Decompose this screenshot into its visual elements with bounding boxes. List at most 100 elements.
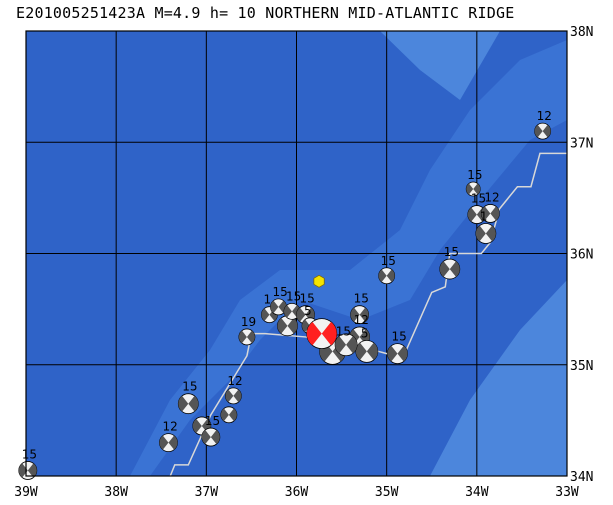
focal-mechanism-quadrant [246, 330, 255, 344]
longitude-label: 36W [285, 485, 309, 500]
focal-mechanism[interactable] [378, 267, 396, 285]
focal-mechanism-quadrant [346, 336, 358, 354]
axis-labels: 39W 38W 37W 36W 35W 34W 33W 38N 37N 36N 35N 34N [14, 25, 593, 500]
depth-label: 15 [300, 292, 315, 306]
focal-mechanism-quadrant [359, 307, 369, 322]
latitude-label: 34N [570, 470, 593, 485]
epicenter-marker[interactable] [313, 274, 325, 288]
focal-mechanism-quadrant [467, 207, 477, 222]
focal-mechanism-quadrant [168, 435, 178, 450]
focal-mechanism[interactable] [220, 406, 238, 424]
focal-mechanism-quadrant [490, 206, 500, 221]
depth-label: 15 [22, 447, 37, 461]
focal-mechanism-quadrant [475, 225, 486, 242]
focal-mechanism-quadrant [397, 345, 408, 362]
focal-mechanism-quadrant [481, 206, 491, 221]
focal-mechanism-quadrant [485, 225, 496, 242]
focal-mechanism-quadrant [220, 408, 229, 422]
depth-label: 15 [205, 414, 220, 428]
focal-mechanism[interactable] [201, 427, 221, 447]
depth-label: 12 [162, 420, 177, 434]
latitude-label: 38N [570, 25, 593, 40]
focal-mechanism-quadrant [178, 395, 189, 412]
focal-mechanism-quadrant [473, 183, 481, 195]
focal-mechanism[interactable] [177, 393, 199, 415]
depth-label: 12 [484, 190, 499, 204]
focal-mechanism-quadrant [296, 307, 306, 322]
focal-mechanism-quadrant [366, 342, 378, 361]
longitude-label: 38W [104, 485, 128, 500]
depth-label: 12 [354, 313, 369, 327]
focal-mechanism[interactable] [238, 328, 256, 346]
focal-mechanism[interactable] [224, 387, 242, 405]
depth-label: 5 [361, 326, 369, 340]
focal-mechanism-quadrant [238, 330, 247, 344]
depth-label: 12 [227, 374, 242, 388]
focal-mechanism-quadrant [18, 463, 28, 478]
focal-mechanism[interactable] [18, 461, 38, 480]
depth-label: 15 [354, 292, 369, 306]
depth-label: 15 [391, 330, 406, 344]
focal-mechanism-quadrant [378, 269, 387, 283]
depth-label: 15 [182, 380, 197, 394]
main-event-depth-label: 15 [336, 325, 351, 339]
focal-mechanism-quadrant [270, 300, 279, 314]
focal-mechanism-quadrant [159, 435, 169, 450]
focal-mechanism[interactable] [277, 315, 298, 337]
focal-mechanism-quadrant [449, 261, 460, 277]
focal-mechanism[interactable] [350, 305, 370, 325]
focal-mechanism[interactable] [465, 181, 481, 197]
focal-mechanism-quadrant [355, 342, 367, 361]
focal-mechanism-quadrant [188, 395, 199, 412]
focal-mechanism[interactable] [439, 258, 461, 280]
ridge-shallow-zone-east [430, 280, 567, 476]
focal-mechanism[interactable] [480, 204, 500, 223]
longitude-label: 34W [465, 485, 489, 500]
longitude-label: 33W [555, 485, 579, 500]
focal-mechanism-quadrant [277, 317, 288, 334]
focal-mechanism[interactable] [534, 122, 552, 140]
focal-mechanism-quadrant [192, 418, 202, 433]
longitude-label: 37W [195, 485, 219, 500]
focal-mechanism-quadrant [302, 319, 311, 333]
map-frame [25, 30, 568, 477]
focal-mechanism-quadrant [261, 308, 270, 321]
depth-label: 15 [444, 245, 459, 259]
depth-label: 1 [263, 293, 271, 307]
focal-mechanism[interactable] [387, 343, 408, 365]
main-event-mechanism[interactable]: 15 [306, 318, 351, 350]
focal-mechanism-quadrant [386, 269, 395, 283]
focal-mechanism-quadrant [350, 307, 360, 322]
focal-mechanism[interactable] [283, 302, 301, 320]
depth-label: 1 [480, 209, 488, 223]
focal-mechanism-quadrant [228, 408, 237, 422]
latitude-label: 37N [570, 136, 593, 151]
depth-label: 19 [241, 315, 256, 329]
main-event-beachball-quadrant [321, 321, 337, 346]
focal-mechanism[interactable] [334, 333, 358, 357]
focal-mechanism-quadrant [283, 305, 292, 318]
focal-mechanism[interactable] [159, 433, 178, 453]
focal-mechanism-quadrant [27, 463, 37, 478]
focal-mechanism[interactable] [355, 339, 379, 363]
latitude-label: 36N [570, 248, 593, 263]
depth-label: 15 [471, 192, 486, 206]
ridge-shallow-zone-north [380, 31, 500, 100]
longitude-label: 39W [14, 485, 38, 500]
depth-label: 15 [381, 254, 396, 268]
depth-label: 15 [286, 289, 301, 303]
depth-label: 5 [304, 304, 312, 318]
focal-mechanism[interactable] [475, 223, 497, 244]
focal-mechanism-quadrant [287, 317, 298, 334]
focal-mechanism-quadrant [387, 345, 398, 362]
focal-mechanism-quadrant [210, 430, 220, 445]
focal-mechanism-quadrant [542, 124, 551, 138]
latitude-label: 35N [570, 359, 593, 374]
main-event-beachball[interactable] [306, 318, 338, 350]
main-event-beachball-quadrant [306, 321, 322, 346]
depth-label: 12 [537, 109, 552, 123]
map-title: E201005251423A M=4.9 h= 10 NORTHERN MID-… [16, 4, 515, 22]
focal-mechanism-quadrant [225, 389, 234, 403]
focal-mechanism-quadrant [233, 389, 242, 403]
